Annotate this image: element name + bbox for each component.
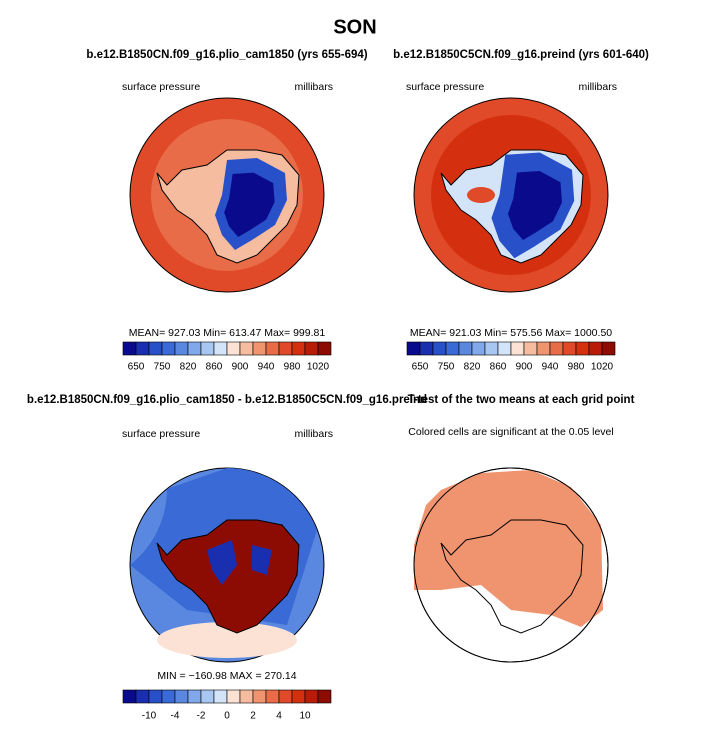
colorbar-box xyxy=(445,341,460,356)
map xyxy=(129,467,325,663)
colorbar-box xyxy=(226,689,241,704)
panel-title: b.e12.B1850CN.f09_g16.plio_cam1850 (yrs … xyxy=(86,49,367,61)
colorbar-label: 860 xyxy=(206,362,223,373)
map xyxy=(413,467,609,663)
colorbar-box xyxy=(317,341,332,356)
colorbar-box xyxy=(291,689,306,704)
colorbar-box xyxy=(200,689,215,704)
colorbar-box xyxy=(523,341,538,356)
colorbar-box xyxy=(601,341,616,356)
colorbar-label: 0 xyxy=(224,711,230,722)
colorbar-box xyxy=(161,689,176,704)
colorbar-label: -10 xyxy=(142,711,157,722)
units-label: millibars xyxy=(578,81,617,93)
field-label: surface pressure xyxy=(122,81,200,93)
colorbar-box xyxy=(213,689,228,704)
colorbar-box xyxy=(497,341,512,356)
colorbar-box xyxy=(419,341,434,356)
colorbar-box xyxy=(161,341,176,356)
colorbar-box xyxy=(536,341,551,356)
colorbar-label: 820 xyxy=(464,362,481,373)
colorbar-box xyxy=(317,689,332,704)
colorbar-box xyxy=(278,341,293,356)
panel-title: b.e12.B1850C5CN.f09_g16.preind (yrs 601-… xyxy=(393,49,649,61)
colorbar-label: 900 xyxy=(516,362,533,373)
colorbar-box xyxy=(265,689,280,704)
colorbar-label: 900 xyxy=(232,362,249,373)
panel-title: T-test of the two means at each grid poi… xyxy=(408,394,635,406)
panel-title: b.e12.B1850CN.f09_g16.plio_cam1850 - b.e… xyxy=(27,394,427,406)
colorbar-label: 650 xyxy=(128,362,145,373)
colorbar-box xyxy=(122,341,137,356)
colorbar-box xyxy=(148,689,163,704)
colorbar-label: 980 xyxy=(568,362,585,373)
colorbar-label: -4 xyxy=(171,711,180,722)
colorbar-label: -2 xyxy=(197,711,206,722)
colorbar-box xyxy=(174,341,189,356)
colorbar-box xyxy=(148,341,163,356)
colorbar-box xyxy=(304,341,319,356)
colorbar-label: 10 xyxy=(299,711,311,722)
colorbar-box xyxy=(471,341,486,356)
colorbar-label: 980 xyxy=(284,362,301,373)
colorbar-box xyxy=(252,689,267,704)
colorbar-box xyxy=(432,341,447,356)
colorbar-box xyxy=(239,341,254,356)
colorbar-box xyxy=(458,341,473,356)
units-label: millibars xyxy=(294,428,333,440)
colorbar-box xyxy=(135,341,150,356)
colorbar-label: 860 xyxy=(490,362,507,373)
stats: MEAN= 927.03 Min= 613.47 Max= 999.81 xyxy=(129,327,326,339)
colorbar-box xyxy=(174,689,189,704)
colorbar-box xyxy=(226,341,241,356)
colorbar-box xyxy=(213,341,228,356)
colorbar-label: 940 xyxy=(542,362,559,373)
colorbar-box xyxy=(187,689,202,704)
colorbar-box xyxy=(187,341,202,356)
colorbar-box xyxy=(135,689,150,704)
colorbar-label: 2 xyxy=(250,711,256,722)
colorbar-box xyxy=(239,689,254,704)
colorbar-label: 750 xyxy=(438,362,455,373)
colorbar-box xyxy=(588,341,603,356)
colorbar-box xyxy=(484,341,499,356)
colorbar-label: 940 xyxy=(258,362,275,373)
field-label: surface pressure xyxy=(406,81,484,93)
colorbar-box xyxy=(122,689,137,704)
colorbar-box xyxy=(304,689,319,704)
figure-title: SON xyxy=(333,16,376,38)
colorbar-box xyxy=(406,341,421,356)
stats: MEAN= 921.03 Min= 575.56 Max= 1000.50 xyxy=(410,327,612,339)
colorbar-box xyxy=(562,341,577,356)
colorbar-label: 4 xyxy=(276,711,282,722)
units-label: millibars xyxy=(294,81,333,93)
colorbar-label: 750 xyxy=(154,362,171,373)
colorbar-box xyxy=(265,341,280,356)
colorbar-box xyxy=(200,341,215,356)
map xyxy=(413,97,609,293)
colorbar-box xyxy=(252,341,267,356)
colorbar-box xyxy=(510,341,525,356)
field-label: surface pressure xyxy=(122,428,200,440)
map xyxy=(129,97,325,293)
colorbar-label: 820 xyxy=(180,362,197,373)
colorbar-label: 1020 xyxy=(307,362,330,373)
note: Colored cells are significant at the 0.0… xyxy=(408,426,613,438)
colorbar-box xyxy=(575,341,590,356)
colorbar-box xyxy=(291,341,306,356)
stats: MIN = −160.98 MAX = 270.14 xyxy=(157,670,296,682)
colorbar-label: 1020 xyxy=(591,362,614,373)
colorbar-box xyxy=(549,341,564,356)
colorbar-label: 650 xyxy=(412,362,429,373)
colorbar-box xyxy=(278,689,293,704)
